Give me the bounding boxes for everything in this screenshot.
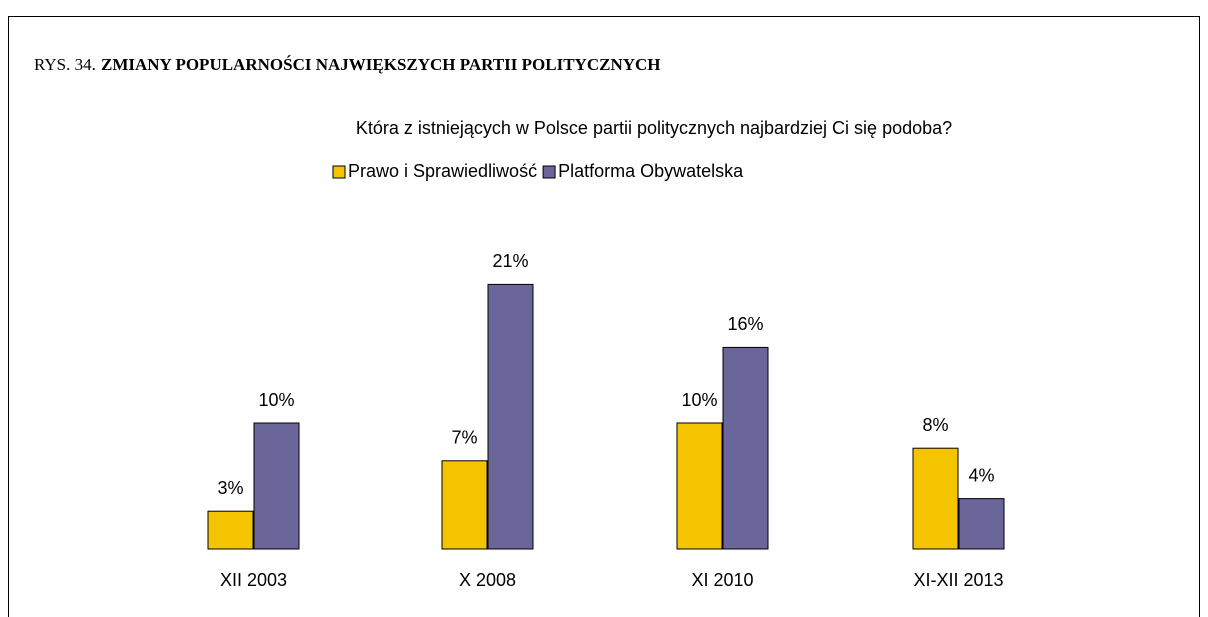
bar [722, 346, 769, 550]
legend-label: Prawo i Sprawiedliwość [348, 161, 537, 181]
data-label: 10% [681, 390, 717, 410]
legend-swatch [332, 165, 346, 179]
bar [676, 422, 723, 550]
bar [487, 283, 534, 550]
data-label: 10% [258, 390, 294, 410]
data-label: 21% [492, 251, 528, 271]
bar [958, 498, 1005, 550]
data-label: 7% [451, 428, 477, 448]
data-label: 16% [727, 314, 763, 334]
legend-label: Platforma Obywatelska [558, 161, 744, 181]
x-tick-label: XII 2003 [220, 570, 287, 590]
bar [912, 447, 959, 550]
frame [8, 16, 1200, 617]
chart-subtitle: Która z istniejących w Polsce partii pol… [356, 118, 952, 138]
x-tick-label: XI-XII 2013 [913, 570, 1003, 590]
x-tick-label: X 2008 [459, 570, 516, 590]
bar [207, 510, 254, 550]
bar [441, 460, 488, 550]
x-tick-label: XI 2010 [691, 570, 753, 590]
bar [253, 422, 300, 550]
figure-number: RYS. 34. [34, 55, 96, 74]
data-label: 8% [922, 415, 948, 435]
data-label: 3% [217, 478, 243, 498]
legend-swatch [542, 165, 556, 179]
data-label: 4% [968, 465, 994, 485]
chart-title: ZMIANY POPULARNOŚCI NAJWIĘKSZYCH PARTII … [101, 55, 661, 74]
